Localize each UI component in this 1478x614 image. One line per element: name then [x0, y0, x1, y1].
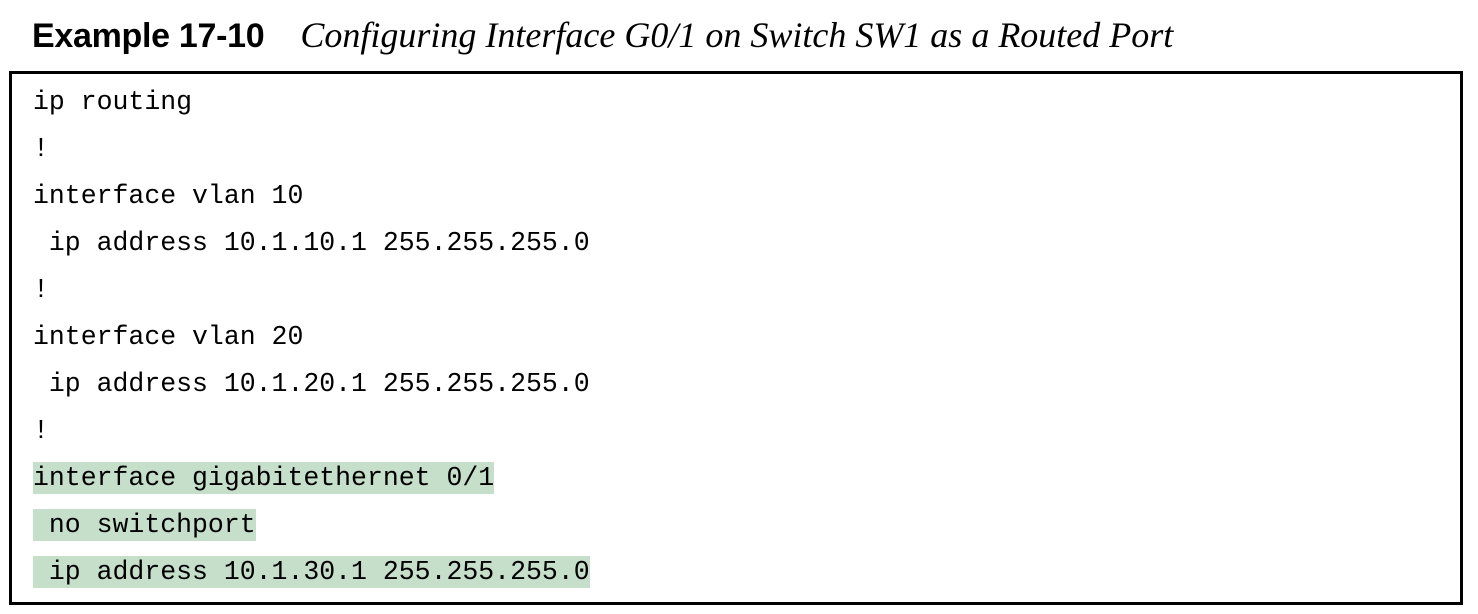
code-line: interface vlan 20: [33, 322, 304, 352]
example-title: Configuring Interface G0/1 on Switch SW1…: [300, 15, 1174, 55]
example-label: Example 17-10: [32, 17, 265, 55]
code-line: !: [33, 134, 49, 164]
code-line-highlighted: interface gigabitethernet 0/1: [33, 462, 495, 494]
code-line-highlighted: ip address 10.1.30.1 255.255.255.0: [33, 556, 590, 588]
code-line: ip address 10.1.10.1 255.255.255.0: [33, 228, 590, 258]
code-line-highlighted: no switchport: [33, 509, 256, 541]
example-caption: Example 17-10 Configuring Interface G0/1…: [32, 14, 1173, 64]
code-listing: ip routing ! interface vlan 10 ip addres…: [9, 71, 1463, 605]
code-line: interface vlan 10: [33, 181, 304, 211]
code-line: ip address 10.1.20.1 255.255.255.0: [33, 369, 590, 399]
code-line: !: [33, 275, 49, 305]
code-line: !: [33, 416, 49, 446]
code-line: ip routing: [33, 87, 193, 117]
